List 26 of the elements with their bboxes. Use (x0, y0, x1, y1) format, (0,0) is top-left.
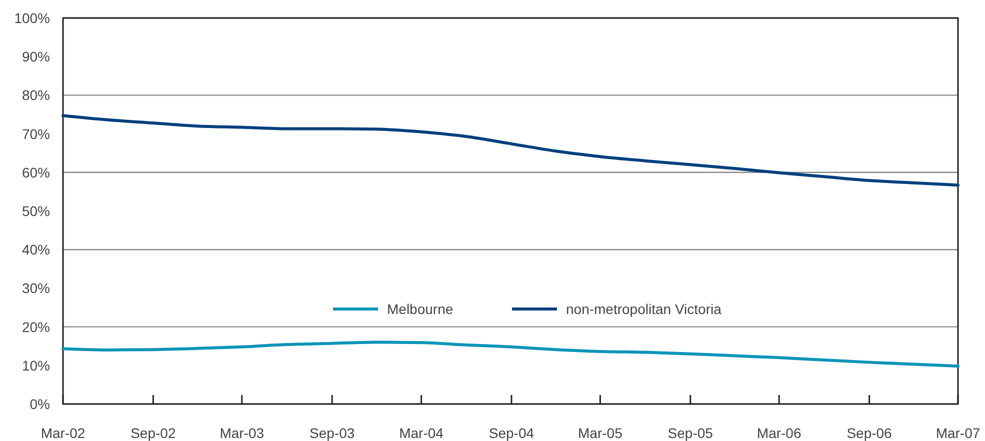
y-tick-label: 0% (30, 396, 50, 412)
y-tick-label: 70% (22, 126, 50, 142)
x-tick-label: Mar-02 (40, 425, 86, 441)
x-tick-label: Sep-05 (668, 425, 714, 441)
y-tick-label: 40% (22, 242, 50, 258)
line-series (62, 114, 960, 187)
legend-label: non-metropolitan Victoria (566, 301, 722, 317)
y-tick-label: 80% (22, 87, 50, 104)
x-tick-label: Mar-04 (399, 425, 444, 441)
x-tick-label: Sep-03 (310, 425, 355, 441)
x-tick-label: Sep-04 (488, 425, 534, 441)
legend-label: Melbourne (387, 301, 454, 317)
x-tick-label: Mar-06 (756, 425, 802, 441)
x-tick-label: Mar-03 (220, 425, 264, 441)
line-series (62, 340, 960, 368)
y-tick-label: 10% (22, 357, 50, 374)
y-tick-label: 20% (22, 318, 50, 335)
y-tick-label: 100% (14, 10, 50, 26)
y-tick-label: 90% (22, 48, 50, 65)
x-tick-label: Sep-02 (130, 425, 176, 441)
y-tick-label: 30% (22, 280, 50, 296)
y-tick-label: 50% (22, 203, 50, 219)
x-tick-label: Mar-05 (578, 425, 623, 441)
y-tick-label: 60% (22, 164, 50, 180)
x-tick-label: Mar-07 (936, 425, 980, 441)
x-tick-label: Sep-06 (846, 425, 892, 441)
